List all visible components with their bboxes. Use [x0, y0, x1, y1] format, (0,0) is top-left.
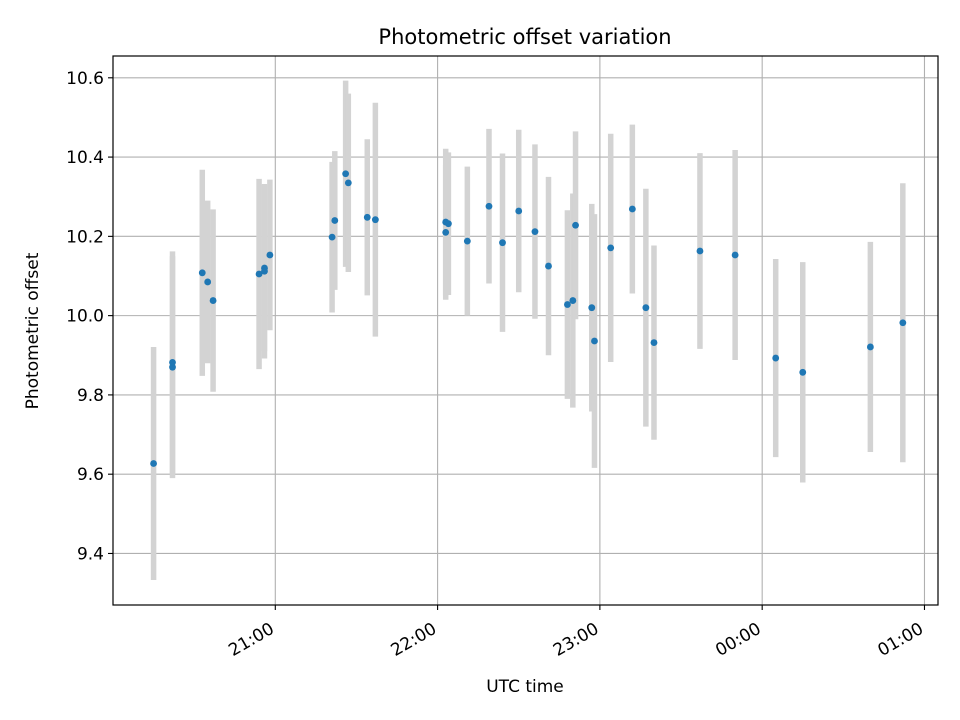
chart-title: Photometric offset variation	[378, 25, 671, 49]
grid	[113, 56, 938, 605]
error-bars	[150, 80, 906, 581]
data-point	[772, 354, 780, 362]
x-tick-label: 21:00	[225, 619, 277, 661]
data-point	[198, 269, 206, 277]
plot-area-frame	[112, 55, 939, 606]
data-point	[331, 217, 339, 224]
y-tick-label: 9.4	[77, 544, 104, 564]
y-tick-label: 10.4	[66, 148, 104, 168]
data-point	[463, 237, 471, 245]
data-point	[266, 251, 274, 259]
data-point	[445, 220, 452, 228]
data-point	[545, 262, 552, 270]
data-point	[328, 233, 336, 241]
data-point	[515, 207, 523, 215]
data-point	[169, 363, 176, 371]
x-tick-label: 00:00	[712, 619, 764, 661]
data-point	[572, 221, 579, 229]
data-point	[642, 304, 650, 312]
data-point	[169, 359, 176, 366]
data-point	[204, 278, 212, 286]
data-point	[442, 228, 450, 236]
x-tick-label: 22:00	[388, 619, 440, 661]
data-point	[696, 247, 704, 255]
data-point	[150, 460, 157, 467]
data-point	[569, 297, 577, 304]
data-point	[799, 368, 807, 376]
y-tick-label: 10.0	[66, 307, 104, 327]
data-point	[209, 297, 217, 304]
data-point	[899, 319, 907, 327]
y-tick-label: 10.2	[66, 227, 104, 247]
y-axis-label: Photometric offset	[23, 252, 43, 409]
data-point	[564, 301, 571, 308]
y-tick-label: 10.6	[66, 69, 104, 89]
data-point	[261, 267, 268, 275]
data-point	[255, 270, 263, 278]
data-point	[342, 170, 350, 178]
y-axis: 9.4 9.6 9.8 10.0 10.2 10.4 10.6	[66, 69, 113, 564]
data-point	[866, 343, 874, 351]
data-point	[628, 205, 636, 213]
data-point	[588, 304, 596, 312]
data-point	[591, 337, 598, 345]
data-points	[150, 170, 907, 467]
data-point	[731, 251, 739, 259]
data-point	[344, 179, 352, 187]
data-point	[531, 228, 539, 236]
data-point	[363, 213, 371, 221]
x-axis: 21:00 22:00 23:00 00:00 01:00	[225, 605, 927, 661]
data-point	[499, 239, 506, 247]
data-point	[607, 244, 615, 252]
x-axis-label: UTC time	[486, 677, 564, 697]
data-point	[371, 216, 379, 224]
x-tick-label: 01:00	[875, 619, 927, 661]
data-point	[650, 339, 658, 346]
y-tick-label: 9.6	[77, 465, 104, 485]
x-tick-label: 23:00	[550, 619, 602, 661]
y-tick-label: 9.8	[77, 386, 104, 406]
data-point	[485, 202, 493, 210]
